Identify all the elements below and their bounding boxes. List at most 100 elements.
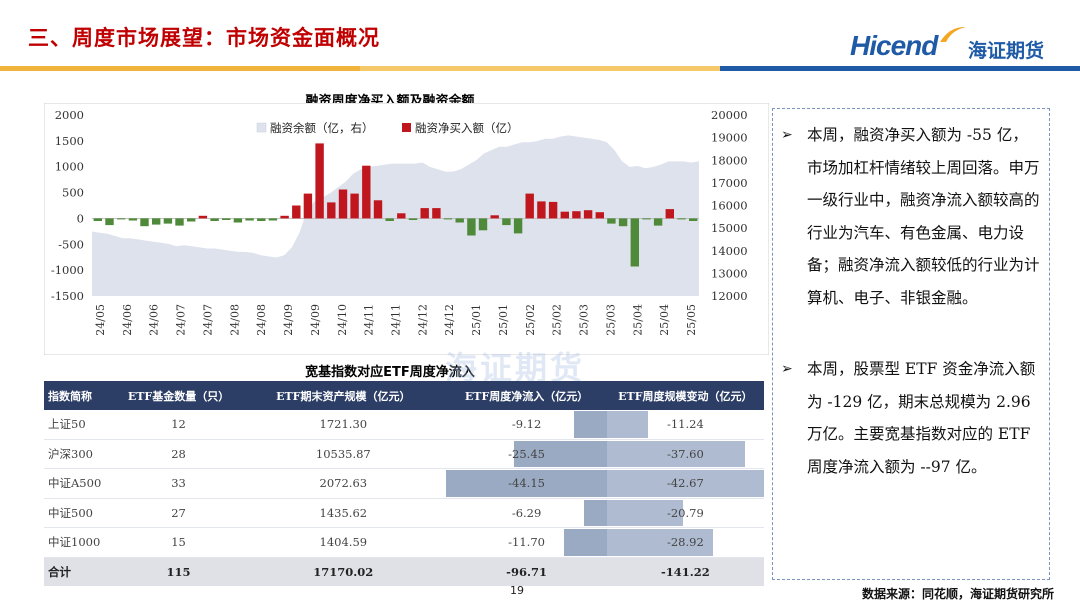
cell-inflow-value: -25.45: [508, 446, 545, 461]
table-row: 上证50 12 1721.30 -9.12 -11.24: [44, 410, 764, 440]
x-tick-label: 24/07: [202, 304, 215, 336]
bar-net-buy: [467, 218, 476, 236]
x-tick-label: 25/02: [551, 304, 564, 336]
cell-inflow-value: -11.70: [508, 535, 545, 550]
x-tick-label: 25/02: [524, 304, 537, 336]
area-financing-balance: [92, 135, 699, 296]
bar-net-buy: [432, 208, 441, 219]
bar-net-buy: [583, 210, 593, 219]
x-tick-label: 25/04: [631, 304, 644, 336]
bar-net-buy: [642, 218, 651, 220]
cell-fund-count: 28: [116, 439, 241, 469]
cell-index-name: 中证1000: [44, 527, 117, 558]
cell-assets: 1435.62: [240, 498, 447, 528]
cell-assets: 1404.59: [240, 527, 447, 558]
cell-change: -28.92: [606, 527, 764, 558]
bar-net-buy: [140, 218, 149, 227]
y2-tick-label: 19000: [711, 131, 748, 145]
y2-tick-label: 20000: [711, 108, 748, 122]
data-source: 数据来源：同花顺，海证期货研究所: [861, 587, 1054, 601]
cell-change: -20.79: [606, 498, 764, 528]
bar-net-buy: [233, 218, 243, 223]
cell-inflow-value: -44.15: [508, 476, 545, 491]
bar-net-buy: [93, 218, 102, 221]
cell-inflow: -6.29: [446, 498, 607, 528]
header-weekly-inflow: ETF周度净流入（亿元）: [446, 381, 607, 410]
y2-tick-label: 12000: [711, 289, 748, 303]
x-tick-label: 24/08: [228, 304, 241, 336]
y2-tick-label: 13000: [711, 266, 748, 280]
cell-index-name: 中证A500: [44, 468, 117, 499]
inflow-bar: [573, 411, 607, 438]
bar-net-buy: [443, 218, 453, 220]
y-tick-label: -1000: [51, 263, 84, 277]
cell-index-name: 中证500: [44, 498, 117, 528]
header-index-name: 指数简称: [44, 381, 117, 410]
bullet-arrow-icon: ➢: [781, 361, 793, 377]
x-tick-label: 24/12: [416, 304, 429, 336]
bar-net-buy: [187, 218, 196, 222]
table-row: 中证500 27 1435.62 -6.29 -20.79: [44, 498, 764, 528]
bar-net-buy: [397, 213, 406, 219]
cell-inflow: -25.45: [446, 439, 607, 469]
bar-net-buy: [257, 218, 266, 221]
margin-financing-chart: -1500 -1000 -500 0 500 1000 1500 2000 12000 13000…: [44, 103, 769, 355]
cell-change-value: -42.67: [666, 476, 704, 491]
bar-net-buy: [268, 218, 278, 221]
bar-net-buy: [350, 193, 359, 219]
change-bar: [606, 529, 714, 556]
header-weekly-change: ETF周度规模变动（亿元）: [606, 381, 764, 410]
bar-net-buy: [373, 200, 383, 219]
logo-chinese-name: 海证期货: [968, 40, 1045, 62]
bar-net-buy: [665, 209, 674, 219]
cell-inflow: -44.15: [446, 468, 607, 499]
bar-net-buy: [537, 201, 546, 219]
y-tick-label: 500: [62, 186, 84, 200]
y2-tick-label: 17000: [711, 176, 748, 190]
cell-assets: 10535.87: [240, 439, 447, 469]
commentary-paragraph-1: ➢ 本周，融资净买入额为 -55 亿，市场加杠杆情绪较上周回落。申万一级行业中，…: [781, 119, 1043, 314]
logo-swoosh-icon: [940, 26, 966, 42]
cell-index-name: 上证50: [44, 410, 117, 440]
legend-label-bar: 融资净买入额（亿）: [415, 121, 519, 135]
cell-inflow: -11.70: [446, 527, 607, 558]
bar-net-buy: [653, 218, 663, 226]
bar-net-buy: [548, 201, 558, 219]
y-tick-label: 1500: [55, 134, 84, 148]
header-fund-count: ETF基金数量（只）: [116, 381, 241, 410]
bar-net-buy: [502, 218, 511, 226]
legend-swatch-bar: [402, 123, 411, 132]
bar-net-buy: [280, 215, 289, 219]
bar-net-buy: [163, 218, 173, 224]
change-bar: [606, 470, 764, 497]
cell-change-value: -37.60: [666, 446, 704, 461]
x-tick-label: 24/11: [390, 304, 403, 336]
x-tick-label: 25/01: [497, 304, 510, 336]
cell-fund-count: 27: [116, 498, 241, 528]
bar-net-buy: [408, 218, 418, 220]
commentary-text-2: 本周，股票型 ETF 资金净流入额为 -129 亿，期末总规模为 2.96 万亿…: [807, 360, 1036, 476]
cell-change: -11.24: [606, 410, 764, 440]
bar-net-buy: [595, 212, 604, 219]
x-tick-label: 24/09: [309, 304, 322, 336]
x-tick-label: 25/03: [578, 304, 591, 336]
x-tick-label: 24/07: [175, 304, 188, 336]
bar-net-buy: [513, 218, 523, 234]
cell-fund-count: 33: [116, 468, 241, 499]
table-header-row: 指数简称 ETF基金数量（只） ETF期末资产规模（亿元） ETF周度净流入（亿…: [44, 381, 764, 410]
y2-tick-label: 15000: [711, 221, 748, 235]
cell-inflow-value: -9.12: [511, 417, 542, 432]
table-total-row: 合计 115 17170.02 -96.71 -141.22: [44, 557, 764, 586]
bar-net-buy: [689, 218, 698, 221]
commentary-text-1: 本周，融资净买入额为 -55 亿，市场加杠杆情绪较上周回落。申万一级行业中，融资…: [807, 126, 1040, 307]
bar-net-buy: [327, 202, 336, 219]
cell-change: -37.60: [606, 439, 764, 469]
bullet-arrow-icon: ➢: [781, 127, 793, 143]
bar-net-buy: [198, 215, 208, 219]
bar-net-buy: [117, 218, 126, 220]
inflow-bar: [446, 470, 607, 497]
cell-change-value: -28.92: [666, 535, 704, 550]
x-tick-label: 25/05: [685, 304, 698, 336]
y2-tick-label: 16000: [711, 199, 748, 213]
page-title: 三、周度市场展望：市场资金面概况: [28, 26, 380, 50]
